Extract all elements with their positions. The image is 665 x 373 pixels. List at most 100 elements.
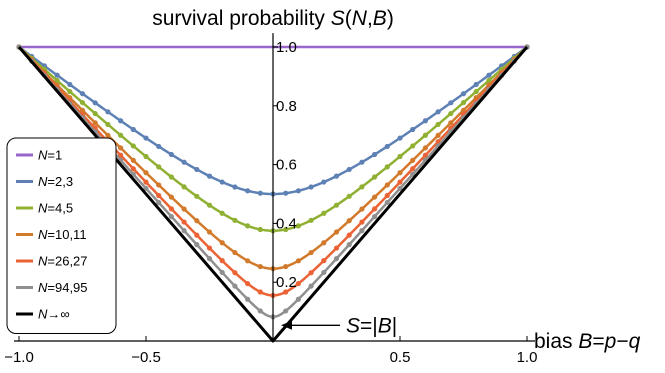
data-point bbox=[333, 173, 340, 179]
data-point bbox=[245, 188, 251, 194]
data-point bbox=[308, 184, 314, 190]
x-tick-label: −1.0 bbox=[4, 349, 34, 366]
data-point bbox=[295, 280, 301, 287]
data-point bbox=[245, 223, 251, 229]
legend-entry: N=4,5 bbox=[38, 201, 73, 216]
data-point bbox=[321, 240, 327, 246]
data-point bbox=[410, 166, 416, 172]
data-point bbox=[156, 143, 162, 150]
data-point bbox=[410, 157, 416, 163]
data-point bbox=[460, 99, 467, 106]
data-point bbox=[435, 132, 441, 139]
data-point bbox=[143, 179, 149, 185]
data-point bbox=[346, 242, 352, 248]
data-point bbox=[257, 190, 263, 196]
legend: N=1 N=2,3 N=4,5 N=10,11 N=26,27 N=94,95 N→∞ bbox=[6, 137, 117, 334]
data-point bbox=[295, 258, 301, 264]
data-point bbox=[130, 166, 136, 172]
data-point bbox=[397, 135, 403, 141]
data-point bbox=[181, 206, 187, 212]
data-point bbox=[67, 81, 73, 88]
data-point bbox=[384, 182, 390, 188]
data-point bbox=[105, 109, 111, 115]
data-point bbox=[359, 219, 365, 225]
legend-entry: N=26,27 bbox=[38, 254, 88, 269]
data-point bbox=[194, 232, 200, 238]
data-point bbox=[194, 242, 200, 248]
data-point bbox=[308, 283, 314, 289]
x-tick-label: 0.5 bbox=[390, 349, 411, 366]
data-point bbox=[156, 199, 162, 206]
data-point bbox=[143, 153, 149, 160]
y-tick-label: 0.8 bbox=[276, 98, 297, 115]
data-point bbox=[79, 99, 86, 106]
data-point bbox=[308, 270, 314, 276]
data-point bbox=[257, 263, 263, 270]
data-point bbox=[232, 217, 238, 223]
data-point bbox=[130, 143, 136, 149]
data-point bbox=[181, 159, 187, 165]
data-point bbox=[333, 202, 340, 208]
data-point bbox=[448, 120, 454, 126]
data-point bbox=[435, 109, 441, 115]
annotation-arrowhead bbox=[281, 320, 292, 330]
data-point bbox=[359, 184, 365, 190]
data-point bbox=[257, 308, 263, 314]
data-point bbox=[232, 270, 238, 276]
legend-entry: N=2,3 bbox=[38, 174, 73, 189]
data-point bbox=[410, 143, 416, 149]
data-point bbox=[219, 240, 225, 246]
data-point bbox=[283, 289, 289, 295]
legend-box bbox=[6, 137, 117, 334]
data-point bbox=[168, 174, 174, 180]
data-point bbox=[219, 269, 225, 276]
data-point bbox=[283, 308, 289, 314]
data-point bbox=[92, 120, 98, 126]
data-point bbox=[321, 269, 327, 276]
data-point bbox=[257, 289, 263, 295]
data-point bbox=[219, 258, 225, 264]
data-point bbox=[219, 179, 225, 185]
data-point bbox=[143, 135, 149, 141]
data-point bbox=[245, 258, 251, 264]
data-point bbox=[397, 170, 403, 176]
data-point bbox=[194, 166, 200, 173]
data-point bbox=[473, 88, 479, 95]
y-tick-label: 0.2 bbox=[276, 274, 297, 291]
data-point bbox=[257, 226, 263, 233]
data-point bbox=[130, 157, 136, 163]
data-point bbox=[67, 88, 73, 95]
axes-layer: 0.2 0.4 0.6 0.8 1.0 −1.0 −0.5 0.5 1.0 survival pr… bbox=[4, 7, 640, 366]
data-point bbox=[219, 210, 225, 216]
chart-title: survival probability S(N,B) bbox=[152, 7, 394, 30]
data-point bbox=[435, 121, 441, 128]
data-point bbox=[448, 110, 454, 117]
data-point bbox=[245, 296, 251, 302]
data-point bbox=[118, 145, 124, 151]
data-point bbox=[372, 213, 378, 220]
data-point bbox=[232, 249, 238, 256]
data-point bbox=[206, 229, 213, 235]
data-point bbox=[422, 145, 428, 151]
data-point bbox=[321, 210, 327, 216]
data-point bbox=[118, 118, 124, 124]
y-tick-label: 1.0 bbox=[276, 39, 297, 56]
data-point bbox=[486, 77, 492, 84]
data-point bbox=[105, 121, 111, 128]
y-tick-label: 0.6 bbox=[276, 157, 297, 174]
data-point bbox=[92, 100, 98, 106]
data-point bbox=[359, 206, 365, 212]
data-point bbox=[308, 249, 314, 256]
data-point bbox=[359, 228, 365, 234]
x-tick-label: 1.0 bbox=[517, 349, 538, 366]
data-point bbox=[206, 245, 213, 251]
data-point bbox=[384, 199, 390, 206]
data-point bbox=[333, 256, 340, 262]
data-point bbox=[321, 258, 327, 264]
data-point bbox=[384, 164, 390, 170]
data-point bbox=[283, 263, 289, 270]
data-point bbox=[118, 152, 124, 158]
data-point bbox=[397, 153, 403, 160]
data-point bbox=[168, 213, 174, 220]
